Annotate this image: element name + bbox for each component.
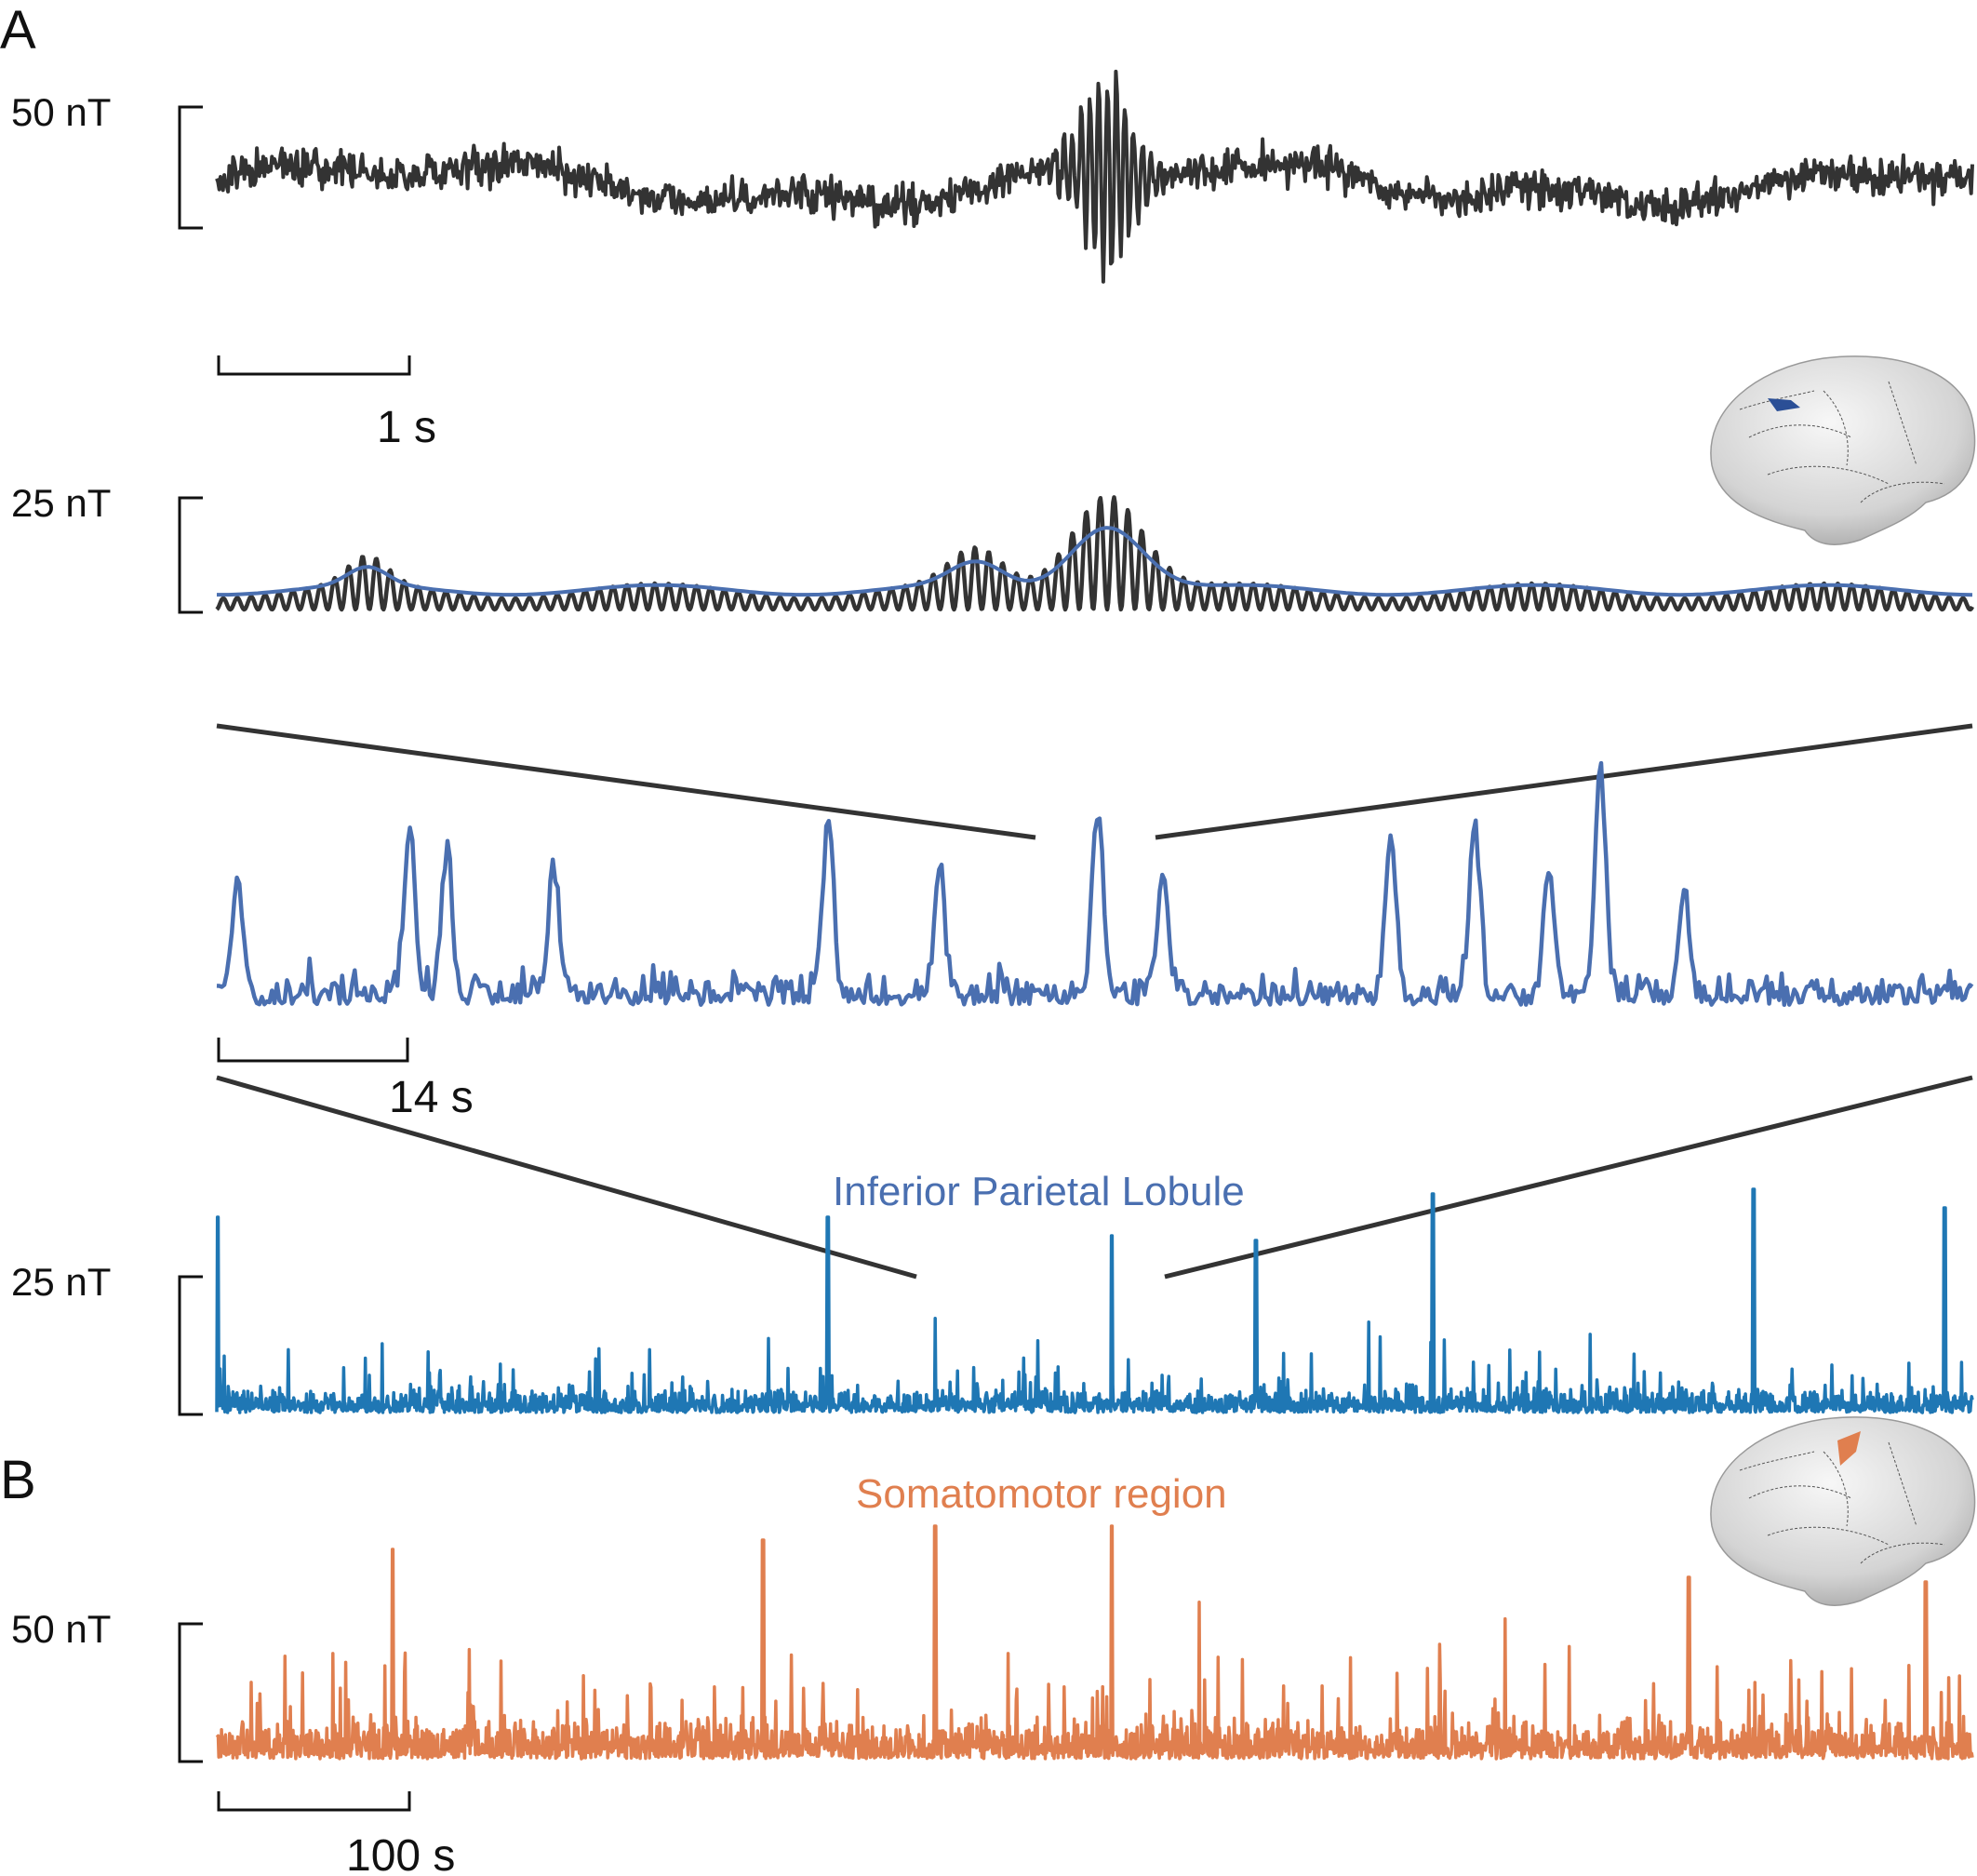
zoom-line-lower-right: [1164, 1075, 1973, 1280]
raw-trace-line: [215, 69, 1974, 284]
brain-inset-somato: [1710, 1416, 1976, 1606]
time-scale-label-100s: 100 s: [346, 1831, 455, 1876]
ipl-trace-line: [215, 1187, 1974, 1414]
brain-region-ipl: [1768, 398, 1800, 411]
brain-surface-ipl: [1710, 355, 1976, 545]
somato-scale-bar: [178, 1622, 203, 1763]
brain-surface-somato: [1710, 1416, 1976, 1606]
brain-region-somato: [1837, 1431, 1861, 1466]
time-scale-bar-1s: [217, 355, 411, 376]
panel-label-a: A: [0, 0, 36, 60]
somato-title: Somatomotor region: [856, 1471, 1227, 1517]
envelope-zoom-line: [216, 760, 1974, 1008]
envelope-zoom-group: 14 s: [216, 760, 1974, 1122]
ipl-scale-label: 25 nT: [11, 1260, 111, 1304]
filtered-trace-group: 25 nT: [11, 481, 1974, 614]
ipl-scale-bar: [178, 1275, 203, 1416]
zoom-line-upper-left: [216, 723, 1036, 840]
time-scale-label-14s: 14 s: [389, 1073, 474, 1122]
filtered-scale-label: 25 nT: [11, 481, 111, 525]
zoom-line-lower-left: [216, 1075, 917, 1280]
brain-inset-ipl: [1710, 355, 1976, 545]
filtered-trace-line: [215, 495, 1974, 612]
envelope-line: [217, 526, 1973, 597]
time-scale-label-1s: 1 s: [377, 403, 436, 452]
zoom-line-upper-right: [1155, 723, 1973, 840]
panel-label-b: B: [0, 1450, 36, 1510]
raw-trace-group: 50 nT 1 s: [11, 69, 1974, 452]
raw-scale-bar: [178, 105, 203, 230]
ipl-trace-group: Inferior Parietal Lobule 25 nT: [11, 1169, 1974, 1416]
time-scale-bar-100s: [217, 1791, 411, 1812]
time-scale-bar-14s: [217, 1038, 409, 1063]
somato-scale-label: 50 nT: [11, 1607, 111, 1651]
ipl-title: Inferior Parietal Lobule: [833, 1169, 1245, 1214]
somato-trace-line: [215, 1524, 1974, 1761]
somato-trace-group: Somatomotor region 50 nT 100 s: [11, 1471, 1974, 1876]
filtered-scale-bar: [178, 496, 203, 614]
raw-scale-label: 50 nT: [11, 90, 111, 134]
